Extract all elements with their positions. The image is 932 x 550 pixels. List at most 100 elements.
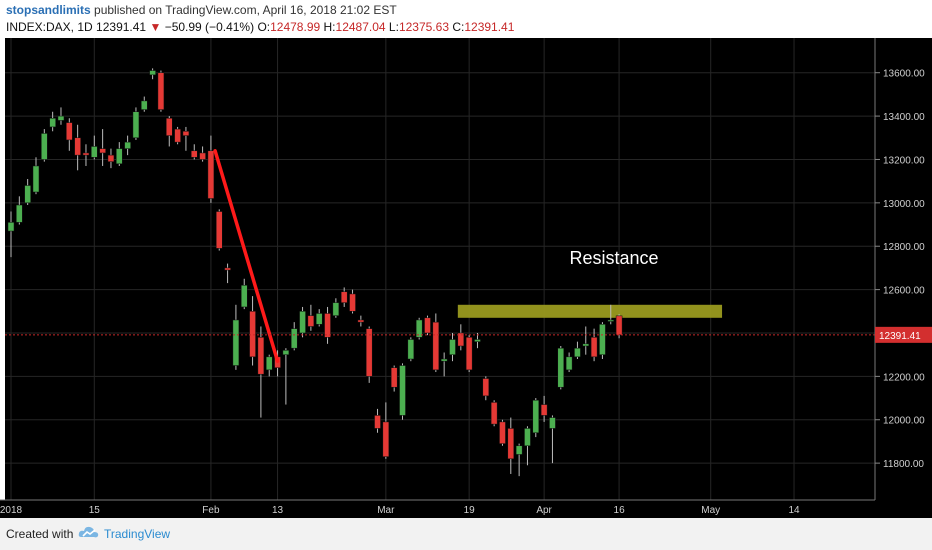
candle-body <box>174 128 181 143</box>
candle-body <box>82 152 90 156</box>
candle-body <box>240 285 248 308</box>
candle-body <box>282 350 290 355</box>
candle-body <box>157 72 165 110</box>
y-tick-label: 11800.00 <box>883 459 924 470</box>
candle-body <box>549 417 556 429</box>
published-text: published on TradingView.com, April 16, … <box>94 3 397 17</box>
last-price-tag-bg <box>875 326 932 343</box>
x-tick-label: 13 <box>272 505 284 516</box>
candle-body <box>132 111 140 139</box>
plot-area[interactable] <box>5 38 875 500</box>
candle-body <box>340 291 348 303</box>
candle-body <box>590 337 598 358</box>
candle-body <box>582 343 590 347</box>
tradingview-cloud-icon[interactable] <box>78 525 100 541</box>
candle-body <box>332 302 340 316</box>
candle-body <box>41 133 48 160</box>
candle-body <box>249 311 256 358</box>
resistance-zone-group <box>457 304 723 318</box>
candle-body <box>440 358 448 362</box>
candle-body <box>349 293 356 312</box>
x-tick-label: 14 <box>788 505 800 516</box>
x-tick-label: Feb <box>202 505 220 516</box>
x-tick-label: May <box>701 505 720 516</box>
price-axis[interactable] <box>875 38 932 500</box>
y-tick-label: 13600.00 <box>883 69 925 80</box>
trendline-group <box>213 149 280 363</box>
author-name[interactable]: stopsandlimits <box>6 3 91 17</box>
created-with-text: Created with <box>6 527 74 541</box>
high-label: H: <box>323 20 336 34</box>
candle-body <box>382 421 390 457</box>
tradingview-brand[interactable]: TradingView <box>104 527 171 541</box>
x-tick-label: 16 <box>614 505 626 516</box>
candle-body <box>107 154 115 162</box>
candle-body <box>116 148 123 165</box>
candle-body <box>49 118 56 128</box>
candle-body <box>599 324 606 355</box>
close-value: 12391.41 <box>464 20 515 34</box>
candle-body <box>32 165 40 193</box>
candle-body <box>532 399 540 434</box>
candle-body <box>540 404 548 416</box>
candle-body <box>191 150 198 158</box>
candle-body <box>99 148 106 154</box>
candle-body <box>16 204 23 223</box>
footer: Created with TradingView <box>0 518 932 550</box>
candle-body <box>390 367 398 388</box>
candle-body <box>424 317 431 334</box>
close-label: C: <box>452 20 465 34</box>
candle-body <box>357 319 365 323</box>
y-tick-label: 13400.00 <box>883 112 925 123</box>
candle-body <box>265 356 273 371</box>
candle-body <box>149 70 156 76</box>
candle-body <box>199 152 206 160</box>
candle-body <box>374 415 381 429</box>
candle-body <box>449 339 456 355</box>
candle-body <box>166 118 173 136</box>
low-label: L: <box>388 20 399 34</box>
candles-group <box>7 68 623 477</box>
candle-body <box>482 378 490 397</box>
down-arrow-icon: ▼ <box>149 20 162 34</box>
y-tick-label: 12800.00 <box>883 242 925 253</box>
candle-body <box>307 315 315 327</box>
low-value: 12375.63 <box>398 20 449 34</box>
candle-body <box>457 332 465 347</box>
last-price-tag-text: 12391.41 <box>879 331 921 342</box>
time-axis[interactable] <box>0 500 932 518</box>
candle-body <box>315 313 323 325</box>
candle-body <box>615 315 623 336</box>
candle-body <box>7 222 15 232</box>
y-tick-label: 12600.00 <box>883 286 925 297</box>
y-tick-label: 13200.00 <box>883 155 925 166</box>
candle-body <box>124 141 131 149</box>
y-tick-label: 12200.00 <box>883 372 925 383</box>
chart-header: stopsandlimits published on TradingView.… <box>6 2 906 36</box>
candle-body <box>257 337 265 375</box>
candle-body <box>57 115 65 121</box>
last-price-tag: 12391.41 <box>875 326 932 343</box>
candle-body <box>524 428 531 447</box>
candle-body <box>224 267 231 271</box>
y-tick-label: 12000.00 <box>883 416 925 427</box>
x-tick-label: 15 <box>89 505 101 516</box>
candle-body <box>507 428 515 460</box>
candle-body <box>24 185 31 204</box>
last-price: 12391.41 <box>96 20 147 34</box>
candle-body <box>216 211 223 249</box>
x-axis-labels: 2018 15 Feb 13 Mar 19 Apr 16 May 14 <box>0 505 800 516</box>
candle-body <box>415 319 423 338</box>
open-label: O: <box>257 20 271 34</box>
high-value: 12487.04 <box>335 20 386 34</box>
x-tick-label: Mar <box>377 505 395 516</box>
publish-line: stopsandlimits published on TradingView.… <box>6 2 906 19</box>
candle-body <box>607 319 615 322</box>
candlestick-chart[interactable]: 11800.0012000.0012200.0012400.0012600.00… <box>0 36 932 518</box>
candle-body <box>515 445 523 455</box>
resistance-label: Resistance <box>569 248 658 268</box>
candle-body <box>565 356 573 371</box>
candle-body <box>499 421 506 444</box>
y-tick-label: 13000.00 <box>883 199 925 210</box>
candle-body <box>474 339 481 342</box>
